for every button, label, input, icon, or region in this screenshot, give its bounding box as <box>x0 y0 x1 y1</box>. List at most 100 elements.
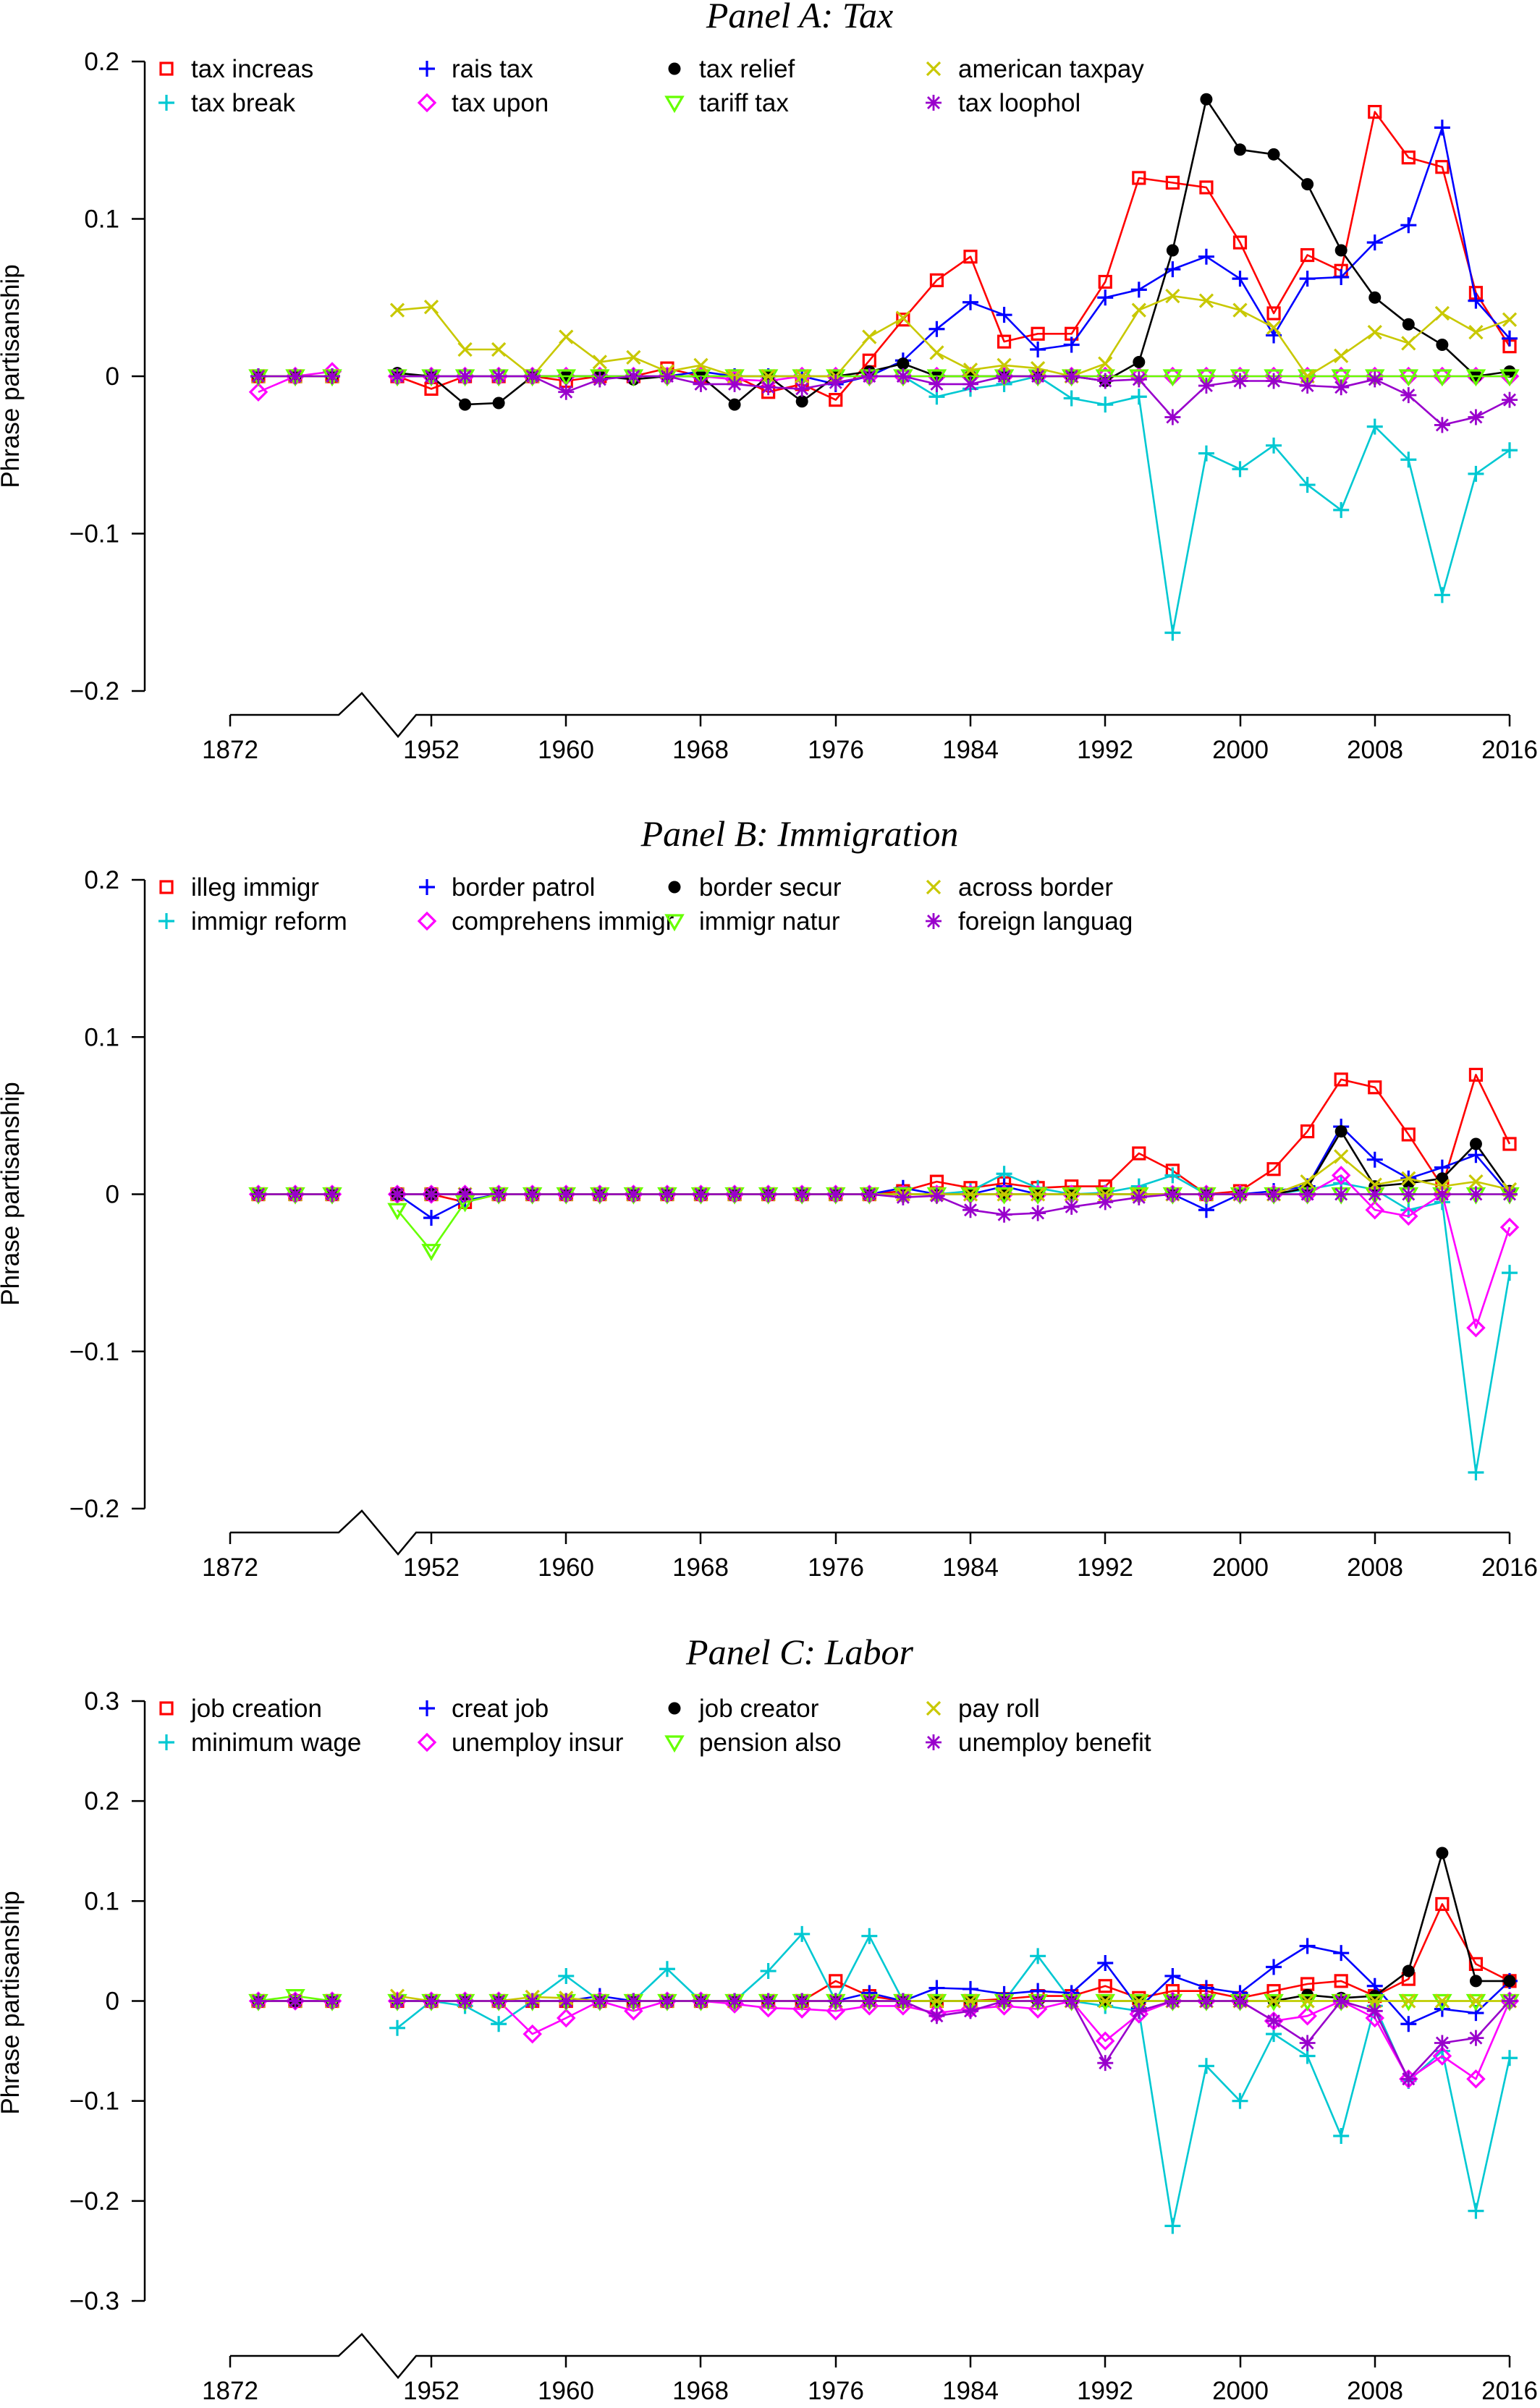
data-point <box>1299 477 1316 493</box>
data-point <box>962 363 978 378</box>
legend-entry: pay roll <box>926 1695 1040 1723</box>
data-point <box>1063 390 1080 407</box>
data-point <box>1198 248 1214 265</box>
y-tick-label: 0.2 <box>84 866 119 894</box>
legend-entry: american taxpay <box>926 55 1144 83</box>
data-point <box>1333 501 1350 518</box>
data-point <box>1366 418 1383 435</box>
data-point <box>1331 1166 1351 1185</box>
data-point <box>287 368 303 384</box>
data-point <box>1466 1318 1486 1338</box>
panel-title: Panel C: Labor <box>685 1632 913 1672</box>
data-point <box>1366 234 1383 251</box>
data-point <box>962 294 978 310</box>
x-tick-label: 1872 <box>202 1553 258 1582</box>
legend-marker <box>926 95 942 111</box>
data-point <box>1164 2218 1181 2234</box>
x-tick-label: 1960 <box>538 2377 594 2405</box>
data-point <box>1299 1186 1316 1203</box>
data-point <box>1469 1975 1482 1988</box>
legend-entry: minimum wage <box>158 1729 361 1757</box>
data-point <box>1434 305 1450 321</box>
data-point <box>1436 339 1449 351</box>
data-point <box>795 395 808 408</box>
data-point <box>1399 1206 1418 1226</box>
data-point <box>760 379 777 396</box>
data-point <box>929 273 944 287</box>
x-tick-label: 2016 <box>1481 2377 1538 2405</box>
data-point <box>387 1203 407 1221</box>
legend-label: border secur <box>699 873 842 902</box>
legend-marker <box>419 1700 435 1716</box>
legend-label: minimum wage <box>191 1729 361 1757</box>
series-border-secur <box>252 1125 1516 1200</box>
data-point <box>324 368 340 384</box>
data-point <box>1333 2128 1350 2145</box>
y-tick-label: −0.1 <box>69 520 119 548</box>
legend-label: tax relief <box>699 55 795 83</box>
data-point <box>928 1187 945 1204</box>
data-point <box>827 1993 844 2009</box>
data-point <box>928 376 945 392</box>
y-tick-label: 0 <box>106 1181 119 1209</box>
data-point <box>1368 291 1382 304</box>
x-tick-label: 1992 <box>1077 2377 1133 2405</box>
data-point <box>1266 437 1282 454</box>
data-point <box>1502 391 1518 408</box>
data-point <box>1198 1202 1214 1218</box>
data-point <box>1502 330 1518 347</box>
y-tick-label: −0.1 <box>69 2087 119 2116</box>
x-tick-label: 1968 <box>672 1553 729 1582</box>
series-group <box>248 93 1520 641</box>
data-point <box>1063 336 1080 353</box>
legend-label: american taxpay <box>958 55 1144 83</box>
data-point <box>1502 2050 1518 2066</box>
data-point <box>693 1186 709 1203</box>
data-point <box>926 369 947 387</box>
data-point <box>1095 1187 1116 1205</box>
x-tick-label: 1976 <box>808 2377 864 2405</box>
series-line <box>397 1173 1511 1474</box>
data-point <box>1401 150 1416 165</box>
legend-entry: tax loophol <box>926 89 1080 117</box>
data-point <box>1063 1198 1080 1215</box>
legend-label: pay roll <box>958 1695 1040 1723</box>
legend-marker <box>926 1734 942 1750</box>
data-point <box>1097 1955 1114 1971</box>
data-point <box>1333 1993 1350 2009</box>
data-point <box>794 1186 811 1203</box>
data-point <box>996 1993 1012 2009</box>
data-point <box>1366 1186 1383 1203</box>
legend-entry: foreign languag <box>926 907 1133 936</box>
data-point <box>1466 2069 1486 2089</box>
data-point <box>895 310 911 326</box>
series-line <box>397 375 1510 634</box>
data-point <box>1162 369 1183 387</box>
legend-entry: immigr reform <box>158 907 347 936</box>
data-point <box>1131 302 1146 318</box>
data-point <box>1266 2013 1282 2030</box>
series-group <box>248 1067 1520 1481</box>
data-point <box>727 376 743 392</box>
legend-entry: pension also <box>664 1729 842 1757</box>
data-point <box>1401 1127 1416 1142</box>
legend-marker <box>419 879 435 895</box>
data-point <box>1368 1080 1382 1095</box>
data-point <box>1132 171 1146 185</box>
y-tick-label: 0 <box>106 363 119 391</box>
y-tick-label: −0.2 <box>69 1495 119 1523</box>
data-point <box>861 368 878 384</box>
legend-entry: rais tax <box>419 55 533 83</box>
data-point <box>928 321 945 337</box>
data-point <box>1468 1186 1484 1203</box>
data-point <box>997 334 1012 349</box>
data-point <box>1098 356 1113 371</box>
data-point <box>423 368 439 384</box>
data-point <box>1198 1186 1214 1203</box>
data-point <box>459 398 472 411</box>
data-point <box>1164 1167 1181 1184</box>
data-point <box>559 329 574 344</box>
data-point <box>1331 369 1351 387</box>
data-point <box>1097 1194 1114 1211</box>
data-point <box>1234 143 1246 156</box>
